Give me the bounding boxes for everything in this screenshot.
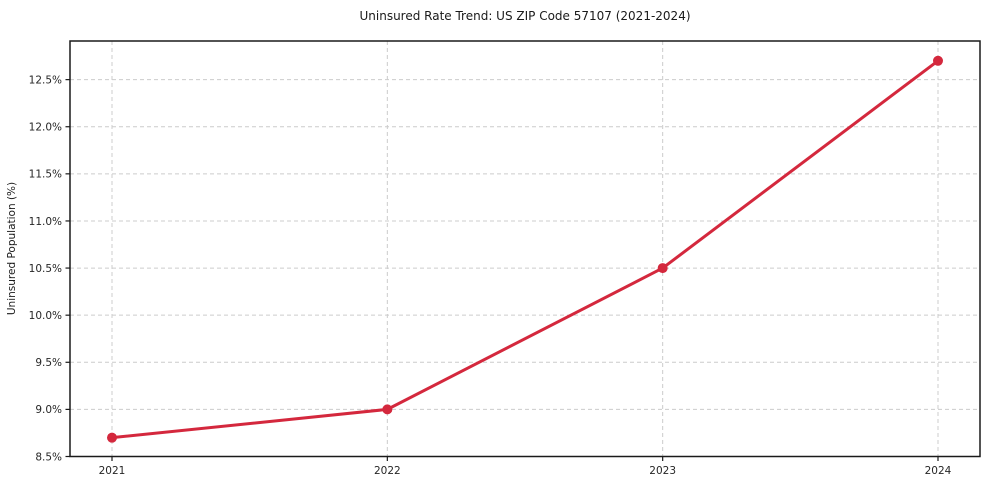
x-tick-label: 2021 <box>99 465 126 477</box>
y-tick-label: 9.0% <box>35 404 62 416</box>
y-tick-label: 10.0% <box>29 310 62 322</box>
x-tick-label: 2024 <box>925 465 952 477</box>
data-point-2021 <box>107 432 117 443</box>
y-tick-label: 12.5% <box>29 74 62 86</box>
data-point-2023 <box>657 263 668 274</box>
x-tick-label: 2023 <box>649 465 676 477</box>
y-tick-label: 10.5% <box>29 263 62 275</box>
x-tick-label: 2022 <box>374 465 401 477</box>
y-axis-label: Uninsured Population (%) <box>6 182 18 315</box>
y-tick-label: 8.5% <box>35 451 62 463</box>
y-tick-label: 11.0% <box>29 216 62 228</box>
data-point-2022 <box>382 404 393 415</box>
y-tick-label: 11.5% <box>29 169 62 181</box>
plot-border <box>69 40 981 458</box>
chart-title: Uninsured Rate Trend: US ZIP Code 57107 … <box>359 9 690 23</box>
y-tick-label: 12.0% <box>29 122 62 134</box>
data-point-2024 <box>933 55 943 66</box>
trend-line <box>110 59 940 440</box>
y-tick-label: 9.5% <box>35 357 62 369</box>
chart-render-layer: 8.5% 9.0% 9.5% 10.0% 10.5% 11.0% 11.5% 12.0% 12.… <box>29 40 981 477</box>
